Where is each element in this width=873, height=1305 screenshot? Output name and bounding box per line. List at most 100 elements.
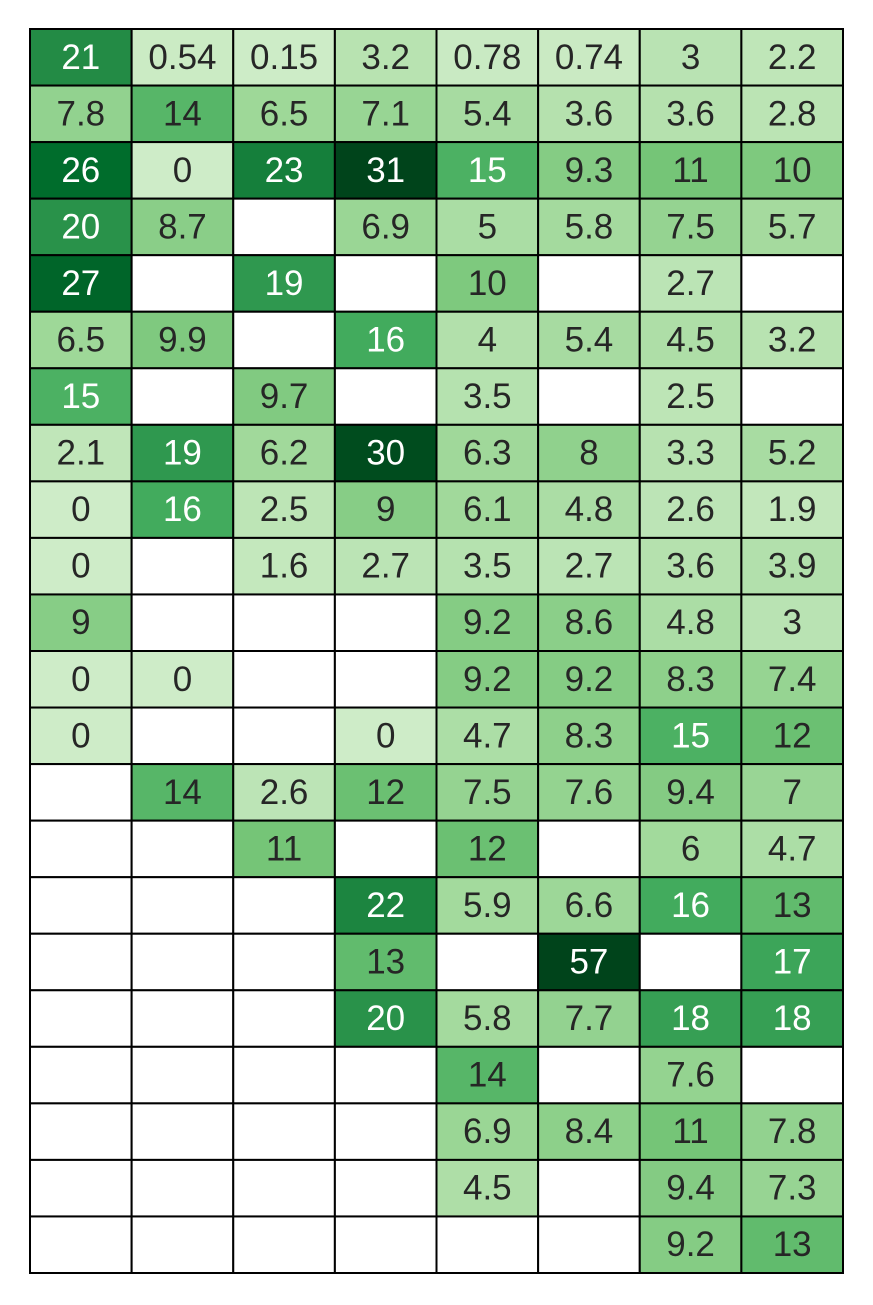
heatmap-cell (537, 706, 641, 766)
heatmap-cell (740, 367, 844, 426)
heatmap-cell-label: 57 (569, 943, 608, 982)
heatmap-cell-label: 4.8 (565, 490, 614, 529)
heatmap-cell-label: 0.54 (148, 38, 216, 77)
heatmap-cell-label: 6.1 (463, 490, 512, 529)
heatmap-cell (29, 141, 133, 200)
heatmap-cell (29, 1045, 133, 1105)
heatmap-cell-label: 6.9 (361, 207, 410, 246)
heatmap-cell-label: 2.2 (768, 38, 817, 77)
heatmap-cell (232, 1215, 336, 1275)
heatmap-cell-label: 5.8 (565, 207, 614, 246)
heatmap-cell-label: 3.9 (768, 547, 817, 586)
heatmap-cell-label: 9 (376, 490, 395, 529)
heatmap-cell-label: 7 (782, 773, 801, 812)
heatmap-cell-label: 9 (71, 603, 90, 642)
heatmap-cell-label: 9.2 (666, 1225, 715, 1264)
heatmap-cell-label: 9.4 (666, 1169, 715, 1208)
heatmap-cell-label: 7.1 (361, 94, 410, 133)
heatmap-cell (537, 367, 641, 426)
heatmap-cell (740, 593, 844, 652)
heatmap-cell (232, 706, 336, 766)
heatmap-cell (130, 706, 235, 766)
heatmap-cell (232, 423, 336, 483)
heatmap-cell (740, 310, 844, 370)
heatmap-cell (638, 367, 743, 426)
heatmap-cell-label: 0 (71, 660, 90, 699)
heatmap-cell (232, 1102, 336, 1161)
heatmap-cell-label: 20 (366, 999, 405, 1038)
heatmap-cell (537, 932, 641, 992)
heatmap-cell-label: 9.2 (463, 603, 512, 642)
heatmap-cell-label: 8.7 (158, 207, 207, 246)
heatmap-cell-label: 3.3 (666, 434, 715, 473)
heatmap-cell (740, 84, 844, 144)
heatmap-cell-label: 3 (681, 38, 700, 77)
heatmap-cell-label: 0.74 (555, 38, 623, 77)
heatmap-cell (537, 763, 641, 822)
heatmap-cell (130, 593, 235, 652)
heatmap-cell (333, 763, 438, 822)
heatmap-cell (232, 197, 336, 257)
heatmap-cell-label: 3.6 (666, 94, 715, 133)
heatmap-cell (29, 989, 133, 1048)
heatmap-cell-label: 13 (366, 943, 405, 982)
heatmap-cell (29, 423, 133, 483)
heatmap-cell-label: 7.8 (768, 1112, 817, 1151)
heatmap-cell-label: 12 (773, 716, 812, 755)
heatmap-cell (333, 367, 438, 426)
heatmap-cell-label: 19 (163, 434, 202, 473)
heatmap-cell (29, 876, 133, 935)
heatmap-cell-label: 0 (376, 716, 395, 755)
heatmap-cell (333, 593, 438, 652)
heatmap-cell-label: 0 (71, 490, 90, 529)
heatmap-cell-label: 8.3 (565, 716, 614, 755)
heatmap-cell (29, 706, 133, 766)
heatmap-cell-label: 2.1 (56, 434, 105, 473)
heatmap-cell-label: 26 (61, 151, 100, 190)
heatmap-cell (130, 310, 235, 370)
heatmap-cell-label: 0 (173, 151, 192, 190)
heatmap-cell (537, 28, 641, 87)
heatmap-cell (29, 28, 133, 87)
heatmap-cell-label: 19 (265, 264, 304, 303)
heatmap-cell-label: 7.8 (56, 94, 105, 133)
heatmap-cell (130, 367, 235, 426)
heatmap-cell (638, 593, 743, 652)
heatmap-cell (130, 28, 235, 87)
heatmap-cell-label: 11 (266, 829, 302, 868)
heatmap-cell (130, 876, 235, 935)
heatmap-cell-label: 1.6 (260, 547, 309, 586)
heatmap-cell-label: 5.9 (463, 886, 512, 925)
heatmap-cell (740, 254, 844, 313)
heatmap-cell (333, 1215, 438, 1275)
heatmap-cell (638, 1045, 743, 1105)
heatmap-cell (130, 763, 235, 822)
heatmap-cell-label: 13 (773, 1225, 812, 1264)
heatmap-cell (435, 932, 540, 992)
heatmap-cell-label: 18 (671, 999, 710, 1038)
heatmap-cell (333, 932, 438, 992)
heatmap-cell (333, 1045, 438, 1105)
heatmap-cell-label: 8.6 (565, 603, 614, 642)
heatmap-cell (638, 423, 743, 483)
heatmap-cell-label: 2.7 (361, 547, 410, 586)
heatmap-cell-label: 3.2 (361, 38, 410, 77)
heatmap-cell (638, 1158, 743, 1218)
heatmap-cell-label: 2.8 (768, 94, 817, 133)
heatmap-cell-label: 9.2 (565, 660, 614, 699)
heatmap-cell-label: 0 (71, 547, 90, 586)
heatmap-cell-label: 17 (773, 943, 812, 982)
heatmap-cell (232, 989, 336, 1048)
heatmap-cell (638, 706, 743, 766)
heatmap-cell-label: 3.5 (463, 547, 512, 586)
heatmap-cell-label: 12 (468, 829, 507, 868)
heatmap-cell (638, 1102, 743, 1161)
heatmap-cell (130, 141, 235, 200)
heatmap-cell-label: 2.7 (565, 547, 614, 586)
heatmap-cell-label: 16 (671, 886, 710, 925)
heatmap-cell (29, 819, 133, 879)
heatmap-cell-label: 7.6 (666, 1056, 715, 1095)
heatmap-cell-label: 5 (478, 207, 497, 246)
heatmap-cell-label: 8 (579, 434, 598, 473)
heatmap-cell (638, 480, 743, 539)
